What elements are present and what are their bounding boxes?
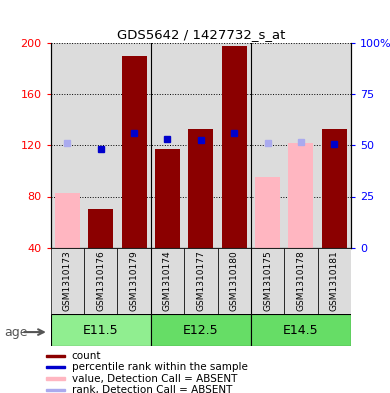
Text: E11.5: E11.5 xyxy=(83,323,119,337)
Text: age: age xyxy=(4,325,27,339)
Text: E12.5: E12.5 xyxy=(183,323,219,337)
Text: GSM1310173: GSM1310173 xyxy=(63,250,72,311)
Bar xyxy=(284,248,317,314)
Text: GSM1310179: GSM1310179 xyxy=(129,250,138,311)
Bar xyxy=(151,314,251,346)
Bar xyxy=(184,248,218,314)
Bar xyxy=(251,43,284,248)
Bar xyxy=(88,209,113,248)
Title: GDS5642 / 1427732_s_at: GDS5642 / 1427732_s_at xyxy=(117,28,285,40)
Bar xyxy=(46,355,65,357)
Text: GSM1310181: GSM1310181 xyxy=(330,250,339,311)
Text: GSM1310180: GSM1310180 xyxy=(230,250,239,311)
Text: GSM1310178: GSM1310178 xyxy=(296,250,305,311)
Bar xyxy=(46,389,65,391)
Bar xyxy=(289,143,314,248)
Text: GSM1310175: GSM1310175 xyxy=(263,250,272,311)
Bar xyxy=(46,377,65,380)
Bar xyxy=(117,43,151,248)
Text: E14.5: E14.5 xyxy=(283,323,319,337)
Bar xyxy=(151,248,184,314)
Bar xyxy=(51,248,84,314)
Bar xyxy=(84,43,117,248)
Bar xyxy=(122,56,147,248)
Bar xyxy=(51,43,84,248)
Bar xyxy=(317,43,351,248)
Bar xyxy=(84,248,117,314)
Bar xyxy=(46,366,65,369)
Bar xyxy=(151,43,184,248)
Bar xyxy=(255,177,280,248)
Text: count: count xyxy=(72,351,101,361)
Text: GSM1310174: GSM1310174 xyxy=(163,250,172,311)
Bar xyxy=(155,149,180,248)
Bar xyxy=(218,248,251,314)
Text: value, Detection Call = ABSENT: value, Detection Call = ABSENT xyxy=(72,373,237,384)
Bar xyxy=(222,46,247,248)
Bar xyxy=(188,129,213,248)
Bar xyxy=(218,43,251,248)
Bar xyxy=(317,248,351,314)
Bar xyxy=(251,248,284,314)
Text: percentile rank within the sample: percentile rank within the sample xyxy=(72,362,248,372)
Text: rank, Detection Call = ABSENT: rank, Detection Call = ABSENT xyxy=(72,385,232,393)
Bar xyxy=(251,314,351,346)
Bar xyxy=(184,43,218,248)
Bar xyxy=(55,193,80,248)
Bar xyxy=(51,314,151,346)
Text: GSM1310177: GSM1310177 xyxy=(196,250,206,311)
Text: GSM1310176: GSM1310176 xyxy=(96,250,105,311)
Bar xyxy=(117,248,151,314)
Bar xyxy=(322,129,347,248)
Bar xyxy=(284,43,317,248)
